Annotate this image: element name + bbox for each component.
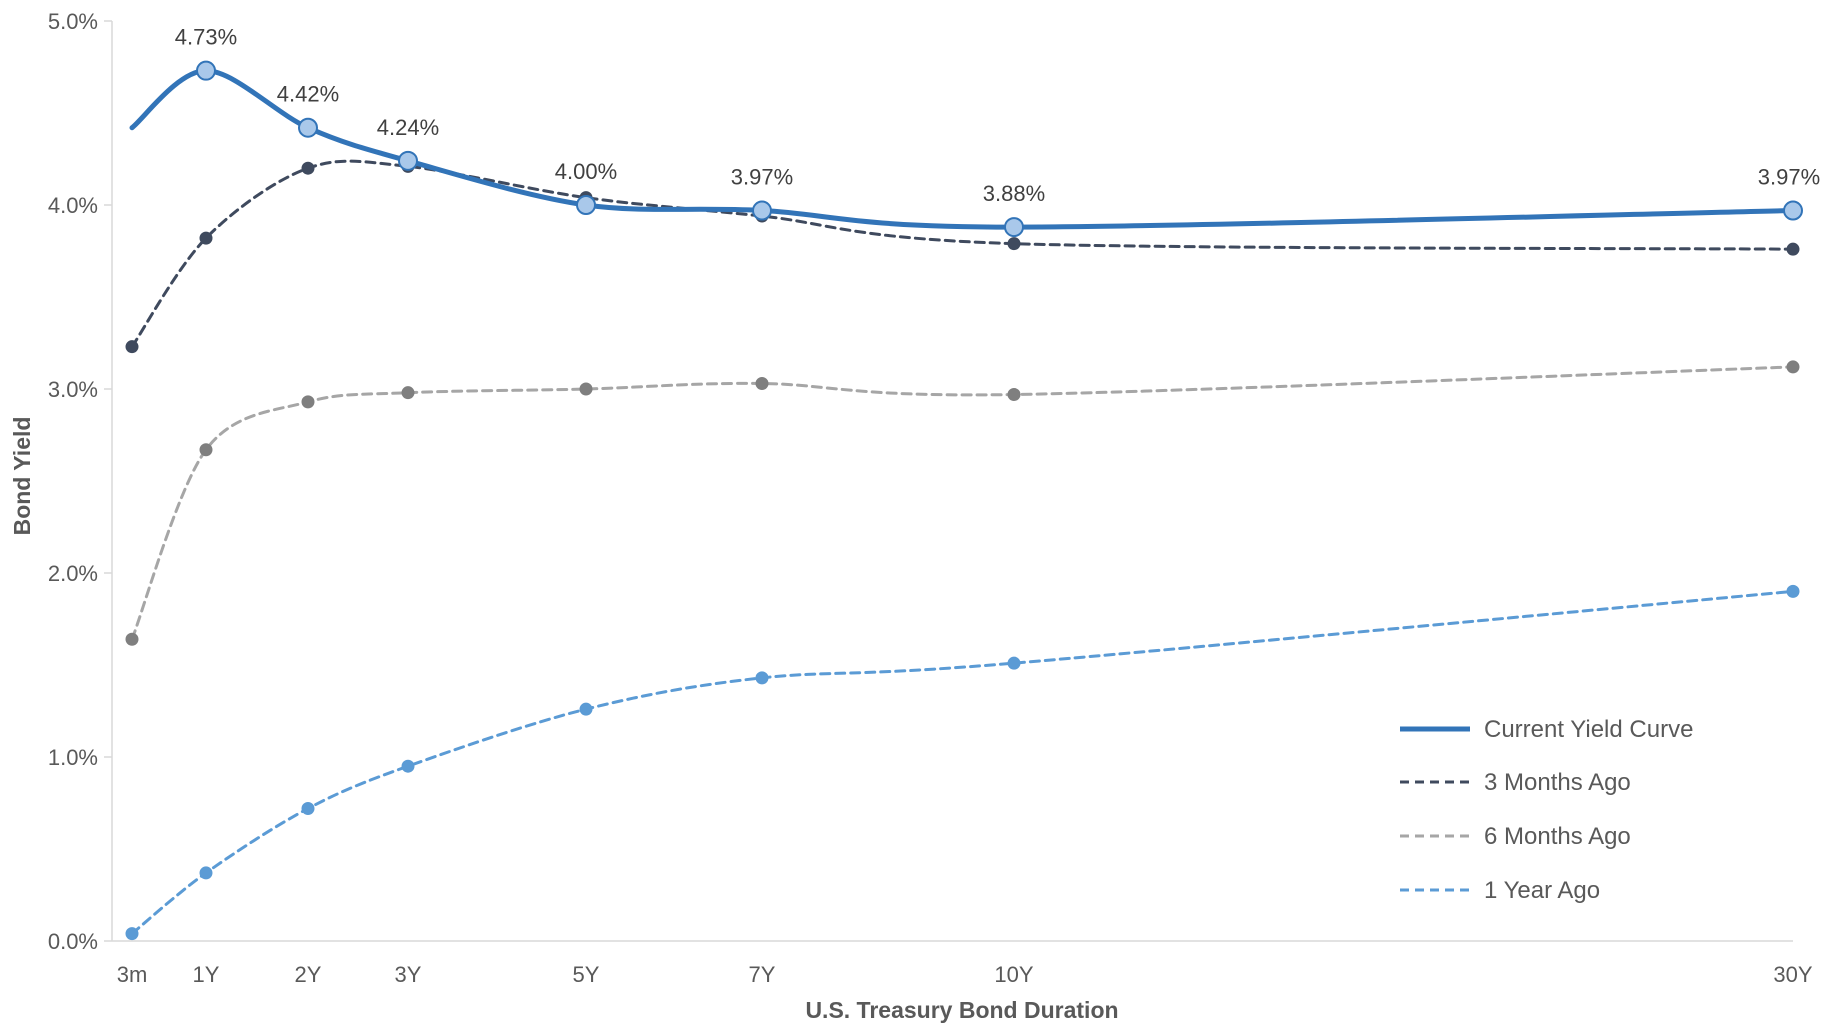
x-tick-label: 5Y bbox=[573, 962, 600, 987]
axes bbox=[111, 21, 1793, 942]
series-line-1-year-ago bbox=[130, 589, 1795, 936]
x-tick-label: 7Y bbox=[749, 962, 776, 987]
data-point-6-months-ago bbox=[401, 386, 415, 400]
legend-label-3-months: 3 Months Ago bbox=[1484, 769, 1631, 796]
data-label: 3.88% bbox=[983, 181, 1045, 206]
data-label: 4.24% bbox=[377, 115, 439, 140]
data-point-current-yield-curve bbox=[196, 60, 216, 81]
data-point-current-yield-curve bbox=[1783, 200, 1803, 221]
data-point-3-months-ago bbox=[199, 231, 213, 245]
data-label: 4.00% bbox=[555, 159, 617, 184]
series-6-months-ago bbox=[125, 360, 1800, 646]
data-point-6-months-ago bbox=[199, 443, 213, 457]
data-point-6-months-ago bbox=[301, 395, 315, 409]
data-point-6-months-ago bbox=[755, 376, 769, 390]
y-tick-label: 2.0% bbox=[48, 561, 98, 586]
x-tick-label: 10Y bbox=[994, 962, 1033, 987]
y-axis-ticks: 0.0% 1.0% 2.0% 3.0% 4.0% 5.0% bbox=[48, 9, 112, 954]
x-tick-label: 1Y bbox=[193, 962, 220, 987]
legend-label-6-months: 6 Months Ago bbox=[1484, 823, 1631, 850]
data-point-current-yield-curve bbox=[398, 150, 418, 171]
y-tick-label: 0.0% bbox=[48, 929, 98, 954]
data-point-6-months-ago bbox=[579, 382, 593, 396]
data-point-current-yield-curve bbox=[576, 195, 596, 215]
data-point-current-yield-curve bbox=[298, 117, 318, 138]
data-point-1-year-ago bbox=[199, 866, 213, 880]
series-3-months-ago bbox=[125, 159, 1800, 354]
x-tick-label: 3m bbox=[117, 962, 148, 987]
data-point-1-year-ago bbox=[1007, 656, 1021, 670]
x-tick-label: 2Y bbox=[295, 962, 322, 987]
series-1-year-ago bbox=[125, 584, 1800, 941]
data-point-1-year-ago bbox=[301, 802, 315, 816]
legend-label-current: Current Yield Curve bbox=[1484, 716, 1693, 743]
y-tick-label: 3.0% bbox=[48, 377, 98, 402]
data-label: 4.73% bbox=[175, 25, 237, 50]
data-point-1-year-ago bbox=[125, 927, 139, 941]
data-point-3-months-ago bbox=[1007, 237, 1021, 251]
series-line-3-months-ago bbox=[130, 159, 1795, 349]
data-point-1-year-ago bbox=[1786, 584, 1800, 598]
data-point-3-months-ago bbox=[1786, 242, 1800, 256]
data-point-current-yield-curve bbox=[1004, 217, 1024, 238]
series-layer bbox=[125, 60, 1803, 941]
data-point-1-year-ago bbox=[579, 702, 593, 716]
y-axis-title: Bond Yield bbox=[9, 417, 35, 536]
y-tick-label: 5.0% bbox=[48, 9, 98, 34]
data-point-3-months-ago bbox=[125, 340, 139, 354]
x-axis-ticks: 3m 1Y 2Y 3Y 5Y 7Y 10Y 30Y bbox=[117, 962, 1813, 987]
series-line-6-months-ago bbox=[130, 365, 1795, 641]
data-labels: 4.73% 4.42% 4.24% 4.00% 3.97% 3.88% 3.97% bbox=[175, 25, 1820, 206]
series-line-current-yield-curve bbox=[129, 68, 1796, 230]
data-point-6-months-ago bbox=[125, 632, 139, 646]
y-tick-label: 1.0% bbox=[48, 745, 98, 770]
x-axis-title: U.S. Treasury Bond Duration bbox=[805, 997, 1118, 1023]
x-tick-label: 30Y bbox=[1773, 962, 1812, 987]
data-point-6-months-ago bbox=[1007, 388, 1021, 402]
legend: Current Yield Curve 3 Months Ago 6 Month… bbox=[1400, 716, 1693, 904]
series-current-yield-curve bbox=[129, 60, 1803, 238]
legend-label-1-year: 1 Year Ago bbox=[1484, 877, 1600, 904]
data-label: 3.97% bbox=[731, 165, 793, 190]
x-tick-label: 3Y bbox=[395, 962, 422, 987]
data-label: 4.42% bbox=[277, 82, 339, 107]
data-point-6-months-ago bbox=[1786, 360, 1800, 374]
data-point-3-months-ago bbox=[301, 161, 315, 175]
data-label: 3.97% bbox=[1758, 165, 1820, 190]
data-point-1-year-ago bbox=[401, 759, 415, 773]
y-tick-label: 4.0% bbox=[48, 193, 98, 218]
data-point-current-yield-curve bbox=[752, 200, 772, 221]
data-point-1-year-ago bbox=[755, 671, 769, 685]
